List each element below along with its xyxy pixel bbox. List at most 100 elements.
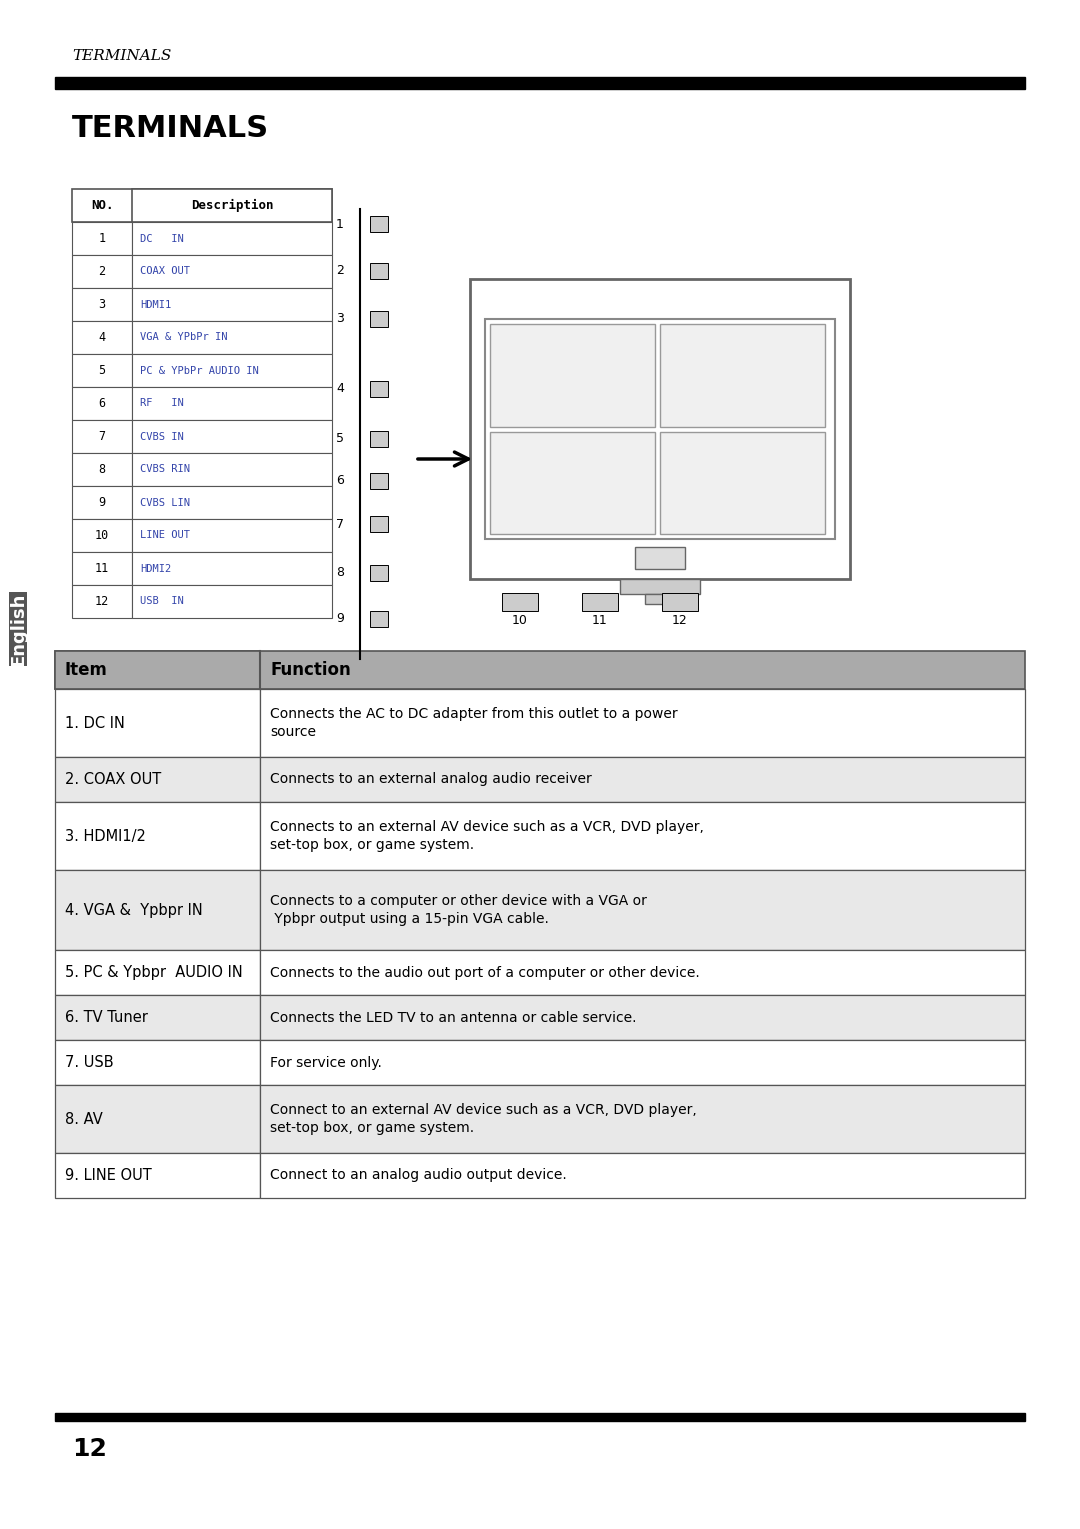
- Bar: [490, 431, 654, 534]
- Text: 9. LINE OUT: 9. LINE OUT: [65, 1168, 152, 1183]
- Bar: [660, 431, 825, 534]
- Text: Ypbpr output using a 15-pin VGA cable.: Ypbpr output using a 15-pin VGA cable.: [270, 911, 549, 927]
- Bar: [55, 950, 260, 995]
- Text: 9: 9: [98, 495, 106, 509]
- Text: 5: 5: [336, 433, 345, 445]
- Text: 3: 3: [336, 312, 343, 326]
- Text: 1: 1: [336, 217, 343, 231]
- Text: For service only.: For service only.: [270, 1055, 382, 1069]
- Bar: [132, 355, 332, 387]
- Bar: [55, 1413, 1025, 1420]
- Text: source: source: [270, 725, 316, 739]
- Bar: [370, 381, 388, 398]
- Text: 4: 4: [336, 382, 343, 396]
- Text: 3: 3: [98, 298, 106, 310]
- Bar: [132, 486, 332, 518]
- Bar: [55, 870, 260, 950]
- Text: 4. VGA &  Ypbpr IN: 4. VGA & Ypbpr IN: [65, 902, 203, 917]
- Bar: [662, 593, 698, 612]
- Bar: [55, 651, 260, 690]
- Text: 11: 11: [95, 563, 109, 575]
- Bar: [582, 593, 618, 612]
- Bar: [55, 803, 260, 870]
- Bar: [620, 579, 700, 593]
- Bar: [370, 515, 388, 532]
- Bar: [132, 222, 332, 255]
- Text: 6: 6: [98, 398, 106, 410]
- Bar: [260, 757, 1025, 803]
- Bar: [72, 255, 132, 287]
- Bar: [72, 321, 132, 355]
- Bar: [132, 190, 332, 222]
- Bar: [72, 453, 132, 486]
- Text: DC   IN: DC IN: [140, 234, 184, 243]
- Text: Description: Description: [191, 199, 273, 213]
- Bar: [260, 1086, 1025, 1153]
- Bar: [132, 420, 332, 453]
- Text: 5: 5: [98, 364, 106, 378]
- Text: 2: 2: [336, 265, 343, 277]
- Bar: [72, 586, 132, 618]
- Bar: [55, 1153, 260, 1199]
- Bar: [72, 486, 132, 518]
- Text: 8: 8: [336, 567, 345, 579]
- Text: HDMI1: HDMI1: [140, 300, 172, 309]
- Text: 7: 7: [336, 517, 345, 531]
- Bar: [72, 518, 132, 552]
- Text: TERMINALS: TERMINALS: [72, 49, 172, 63]
- Text: Connect to an external AV device such as a VCR, DVD player,: Connect to an external AV device such as…: [270, 1102, 697, 1118]
- Bar: [132, 387, 332, 420]
- Text: Connects to a computer or other device with a VGA or: Connects to a computer or other device w…: [270, 894, 647, 908]
- Bar: [132, 321, 332, 355]
- Bar: [485, 320, 835, 540]
- Bar: [370, 472, 388, 489]
- Text: CVBS RIN: CVBS RIN: [140, 465, 190, 474]
- Bar: [72, 552, 132, 586]
- Text: set-top box, or game system.: set-top box, or game system.: [270, 838, 474, 852]
- Bar: [132, 518, 332, 552]
- Bar: [132, 552, 332, 586]
- Bar: [370, 310, 388, 327]
- Text: Item: Item: [65, 661, 108, 679]
- Text: 6. TV Tuner: 6. TV Tuner: [65, 1011, 148, 1024]
- Bar: [370, 566, 388, 581]
- Text: LINE OUT: LINE OUT: [140, 531, 190, 540]
- Text: English: English: [9, 592, 27, 665]
- Text: Connects to the audio out port of a computer or other device.: Connects to the audio out port of a comp…: [270, 965, 700, 980]
- Bar: [132, 586, 332, 618]
- Text: 12: 12: [672, 615, 688, 627]
- Bar: [260, 950, 1025, 995]
- Text: 1. DC IN: 1. DC IN: [65, 716, 125, 731]
- Text: 2. COAX OUT: 2. COAX OUT: [65, 772, 161, 787]
- Bar: [260, 690, 1025, 757]
- Text: Function: Function: [270, 661, 351, 679]
- Text: set-top box, or game system.: set-top box, or game system.: [270, 1121, 474, 1135]
- Bar: [370, 612, 388, 627]
- Text: 5. PC & Ypbpr  AUDIO IN: 5. PC & Ypbpr AUDIO IN: [65, 965, 243, 980]
- Bar: [72, 355, 132, 387]
- Bar: [490, 324, 654, 427]
- Bar: [660, 324, 825, 427]
- Text: 6: 6: [336, 474, 343, 488]
- Bar: [645, 593, 675, 604]
- Bar: [132, 287, 332, 321]
- Text: 11: 11: [592, 615, 608, 627]
- Text: VGA & YPbPr IN: VGA & YPbPr IN: [140, 332, 228, 342]
- Text: TERMINALS: TERMINALS: [72, 115, 269, 144]
- Bar: [72, 387, 132, 420]
- Bar: [55, 651, 1025, 690]
- Bar: [55, 690, 260, 757]
- Bar: [132, 255, 332, 287]
- Bar: [260, 995, 1025, 1040]
- Text: Connects the AC to DC adapter from this outlet to a power: Connects the AC to DC adapter from this …: [270, 706, 677, 722]
- Bar: [132, 453, 332, 486]
- Bar: [260, 1153, 1025, 1199]
- Text: 8. AV: 8. AV: [65, 1112, 103, 1127]
- Bar: [260, 803, 1025, 870]
- Text: 1: 1: [98, 232, 106, 245]
- Text: Connects to an external AV device such as a VCR, DVD player,: Connects to an external AV device such a…: [270, 820, 704, 833]
- Bar: [55, 1040, 260, 1086]
- Bar: [55, 76, 1025, 89]
- Text: 7. USB: 7. USB: [65, 1055, 113, 1070]
- Text: 10: 10: [95, 529, 109, 541]
